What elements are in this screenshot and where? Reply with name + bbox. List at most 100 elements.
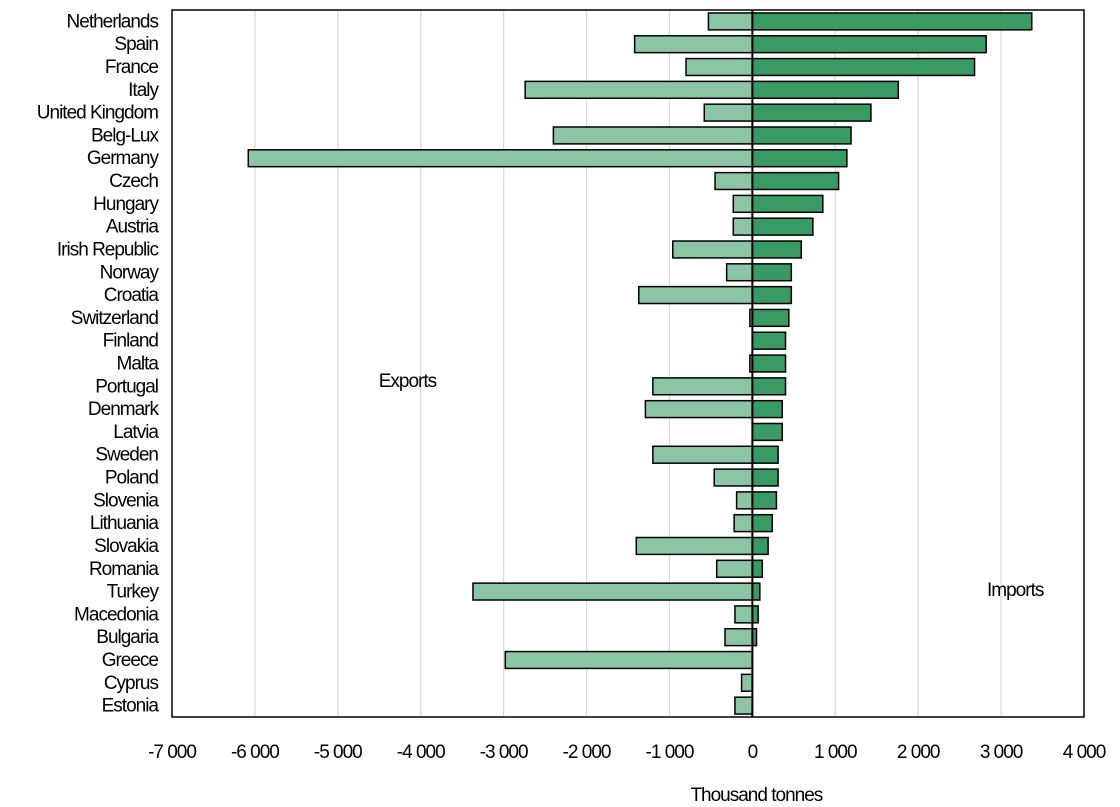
exports-bar-estonia [734,696,754,715]
category-label: Spain [114,34,158,55]
exports-bar-greece [504,650,754,670]
plot-area-frame [171,9,1085,718]
imports-bar-sweden [751,445,779,464]
category-label: Germany [87,148,160,169]
bars [247,12,1033,715]
exports-bar-united-kingdom [703,103,754,122]
x-tick-label: 0 [748,742,758,763]
category-label: Portugal [95,376,158,397]
exports-bar-irish-republic [672,240,754,259]
imports-bar-italy [751,80,900,100]
exports-bar-norway [725,263,754,282]
category-label: Romania [89,559,159,580]
category-label: Sweden [95,445,158,466]
exports-bar-turkey [472,582,754,601]
imports-bar-austria [751,217,814,236]
category-label: Greece [102,650,159,671]
exports-bar-macedonia [734,605,754,624]
exports-bar-slovenia [735,491,754,510]
imports-bar-hungary [751,194,824,214]
imports-bar-slovakia [751,536,769,556]
category-label: France [105,57,159,78]
category-label: Croatia [104,285,160,306]
category-label: Turkey [107,582,160,603]
imports-bar-malta [751,354,787,373]
exports-bar-croatia [638,285,754,305]
imports-bar-spain [751,35,987,54]
exports-bar-belg-lux [552,126,754,145]
exports-bar-lithuania [733,513,754,533]
exports-annotation: Exports [379,371,437,392]
x-tick-label: -2 000 [563,742,611,763]
imports-bar-netherlands [751,12,1033,31]
imports-bar-turkey [751,582,761,601]
imports-bar-poland [751,468,779,487]
x-tick-label: -3 000 [480,742,528,763]
x-tick-label: 1 000 [814,742,857,763]
x-tick-label: 4 000 [1063,742,1106,763]
exports-bar-spain [633,35,754,54]
gridlines [171,10,1085,717]
category-label: Italy [128,80,159,101]
exports-bar-hungary [732,194,754,214]
category-label: Hungary [93,194,159,215]
exports-bar-poland [713,468,754,487]
imports-bar-united-kingdom [751,103,872,122]
imports-bar-czech [751,171,840,191]
imports-bar-lithuania [751,513,774,533]
exports-bar-france [685,57,754,77]
category-label: Bulgaria [96,627,159,648]
exports-bar-slovakia [635,536,754,556]
category-label: Switzerland [71,308,159,329]
x-tick-label: 3 000 [980,742,1023,763]
x-tick-label: -1 000 [646,742,694,763]
category-label: Lithuania [90,513,160,534]
category-label: Netherlands [67,11,159,32]
category-label: Czech [109,171,158,192]
category-label: Belg-Lux [91,125,159,146]
category-label: Estonia [102,696,160,717]
imports-annotation: Imports [987,580,1044,601]
x-tick-label: 2 000 [897,742,940,763]
imports-bar-romania [751,559,764,578]
category-label: Malta [117,354,160,375]
imports-bar-switzerland [751,308,790,328]
exports-bar-italy [524,80,754,100]
imports-bar-irish-republic [751,240,803,259]
x-tick-label: -5 000 [314,742,362,763]
x-tick-label: -6 000 [231,742,279,763]
category-label: Irish Republic [57,239,159,260]
category-label: Poland [105,468,159,489]
category-label: Slovenia [93,490,159,511]
imports-bar-belg-lux [751,126,852,145]
x-tick-label: -7 000 [148,742,196,763]
category-label: Austria [106,217,160,238]
imports-bar-croatia [751,285,793,305]
category-label: Cyprus [104,673,159,694]
exports-bar-sweden [652,445,754,464]
exports-bar-netherlands [707,12,754,31]
x-axis-title: Thousand tonnes [690,785,822,806]
category-label: Norway [100,262,160,283]
category-label: Latvia [113,422,159,443]
exports-bar-czech [714,171,754,191]
imports-bar-france [751,57,976,77]
imports-bar-denmark [751,399,783,419]
exports-bar-austria [732,217,754,236]
x-tick-labels: -7 000 -6 000 -5 000 -4 000 -3 000 -2 000 -1 0… [148,742,1107,763]
exports-bar-denmark [644,399,754,419]
category-label: Slovakia [94,536,159,557]
category-label: Finland [103,331,159,352]
imports-bar-latvia [751,422,783,442]
category-label: Macedonia [74,604,159,625]
imports-bar-finland [751,331,787,350]
exports-bar-bulgaria [724,627,754,647]
imports-bar-portugal [751,377,787,396]
category-label: United Kingdom [37,103,158,124]
category-label: Denmark [88,399,160,420]
imports-bar-slovenia [751,491,778,510]
exports-bar-cyprus [740,673,754,692]
x-tick-label: -4 000 [397,742,445,763]
